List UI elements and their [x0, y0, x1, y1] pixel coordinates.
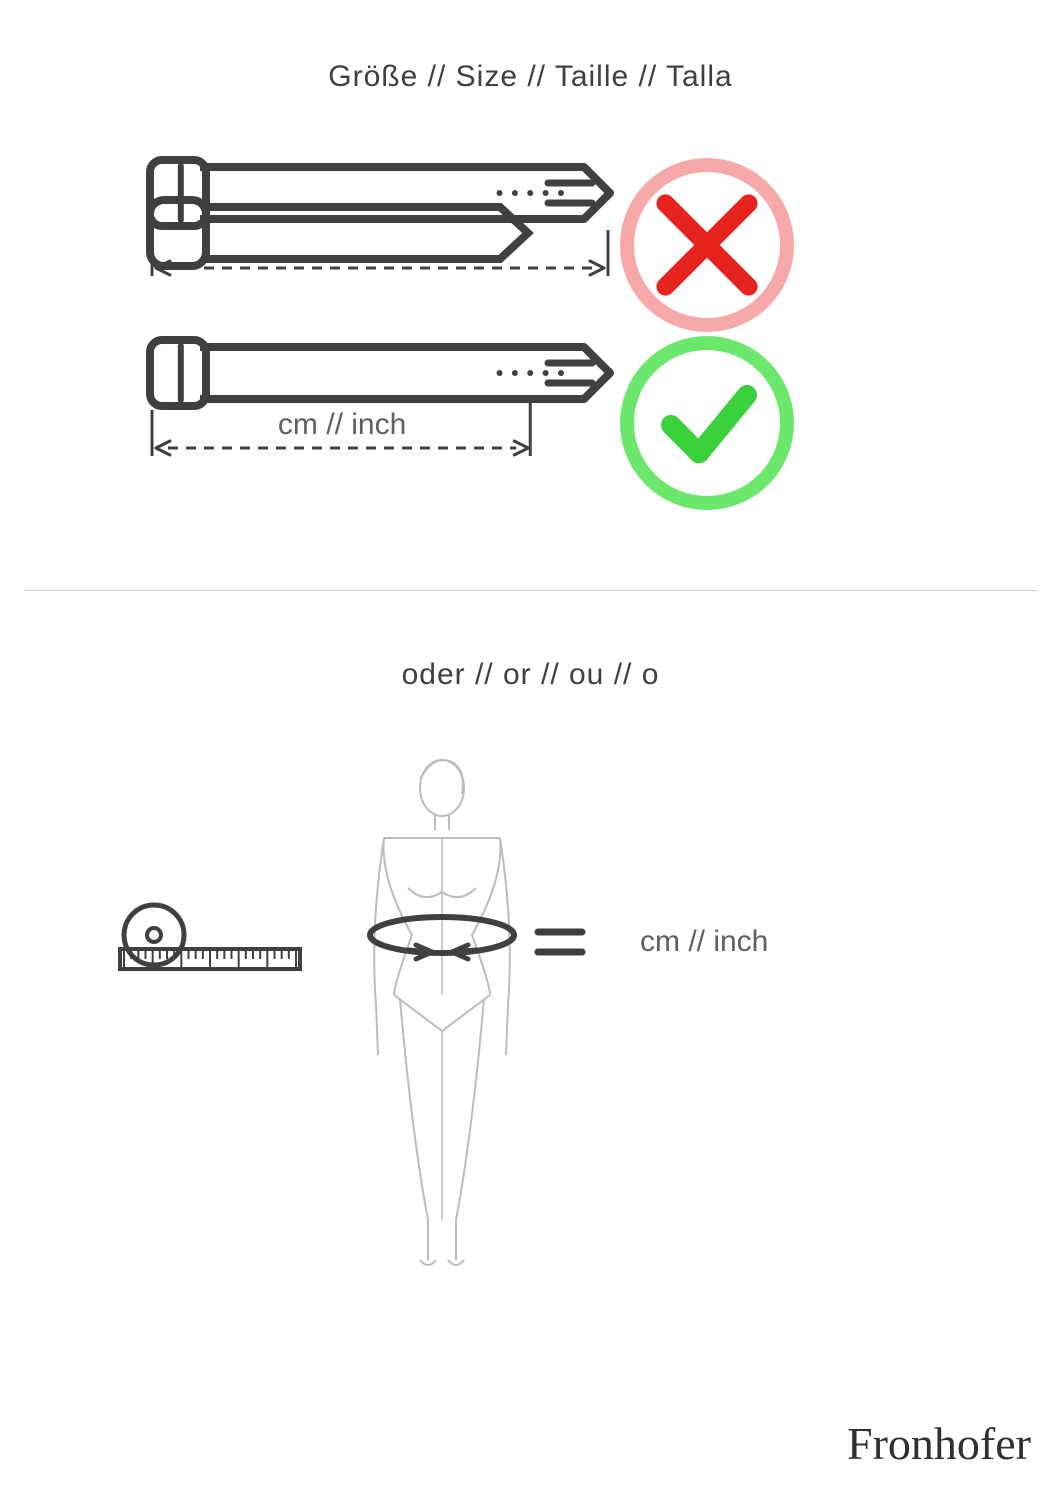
body-measure-diagram: [0, 700, 1061, 1500]
belt-diagrams: cm // inch: [0, 0, 1061, 560]
belt-wrong: [150, 160, 610, 276]
belt-unit-label: cm // inch: [278, 408, 406, 441]
belt-right: cm // inch: [150, 340, 610, 456]
section-divider: [24, 590, 1037, 591]
body-figure: [374, 760, 510, 1265]
result-unit-label: cm // inch: [640, 925, 768, 959]
brand-signature: Fronhofer: [847, 1417, 1031, 1470]
tape-measure-icon: [120, 905, 300, 969]
or-label: oder // or // ou // o: [0, 658, 1061, 692]
equals-sign-body: [538, 932, 582, 952]
right-indicator: [627, 343, 787, 503]
wrong-indicator: [627, 165, 787, 325]
